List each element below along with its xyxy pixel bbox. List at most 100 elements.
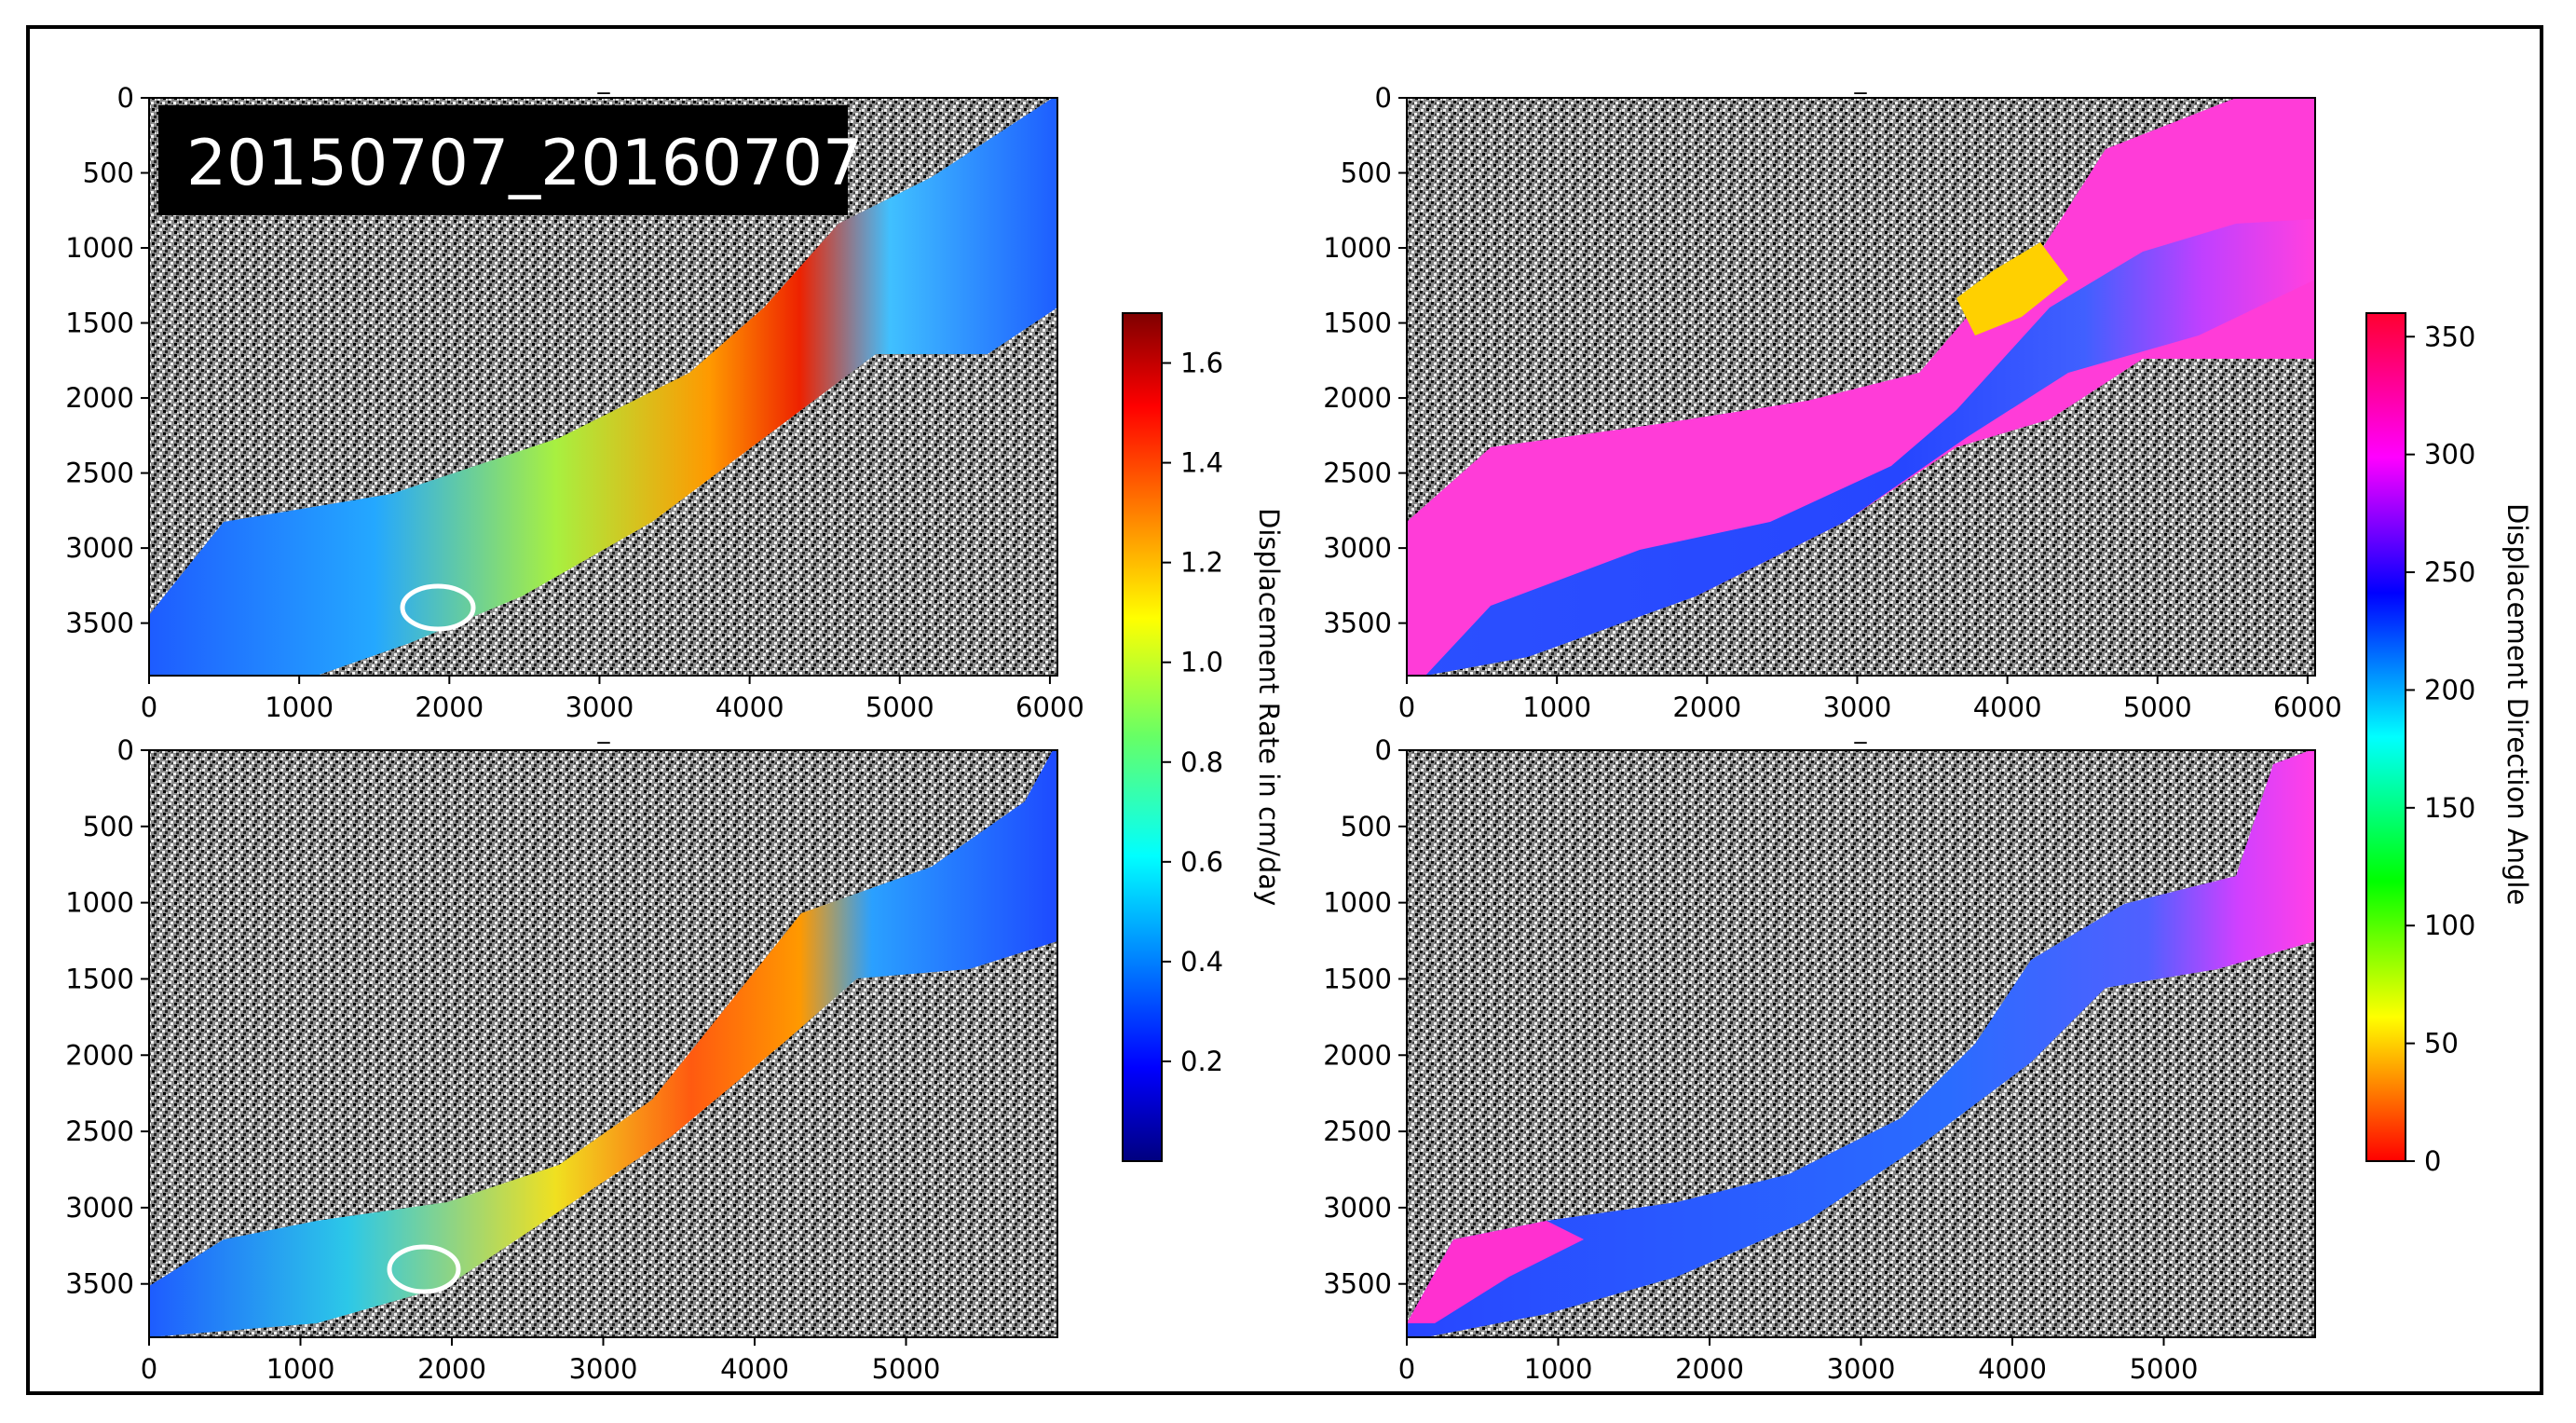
x-tick-label: 3000	[566, 691, 634, 723]
y-tick-label: 2500	[1323, 1115, 1392, 1147]
date-label-text: 20150707_20160707	[186, 127, 863, 200]
colorbar-tick-label: 100	[2424, 910, 2475, 941]
y-tick-label: 500	[83, 811, 134, 842]
x-tick-label: 3000	[1827, 1353, 1896, 1385]
y-tick-label: 1000	[1323, 887, 1392, 919]
colorbar-tick-label: 200	[2424, 674, 2475, 705]
y-tick-label: 3000	[65, 532, 134, 564]
colorbar-tick-label: 1.4	[1180, 447, 1223, 479]
y-tick-label: 0	[117, 82, 134, 114]
rate-top-x-ticks: 0 1000 2000 3000 4000 5000 6000	[141, 676, 1084, 723]
direction-top-core-field	[1425, 219, 2315, 676]
direction-top-outer-field	[1407, 98, 2315, 676]
direction-bottom-edge-patch	[1407, 1221, 1584, 1323]
y-tick-label: 2000	[1323, 382, 1392, 414]
direction-colorbar-ticks: 0 50 100 150 200 250 300 350	[2406, 321, 2475, 1177]
x-tick-label: 4000	[1978, 1353, 2047, 1385]
y-tick-label: 2000	[65, 382, 134, 414]
rate-top-title: _	[597, 67, 611, 95]
y-tick-label: 3000	[65, 1192, 134, 1224]
x-tick-label: 0	[1398, 1353, 1415, 1385]
colorbar-tick-label: 0	[2424, 1145, 2441, 1177]
direction-top-y-ticks: 0 500 1000 1500 2000 2500 3000 3500	[1323, 82, 1407, 639]
colorbar-tick-label: 150	[2424, 792, 2475, 824]
y-tick-label: 500	[1341, 157, 1392, 189]
x-tick-label: 4000	[716, 691, 784, 723]
x-tick-label: 2000	[417, 1353, 486, 1385]
y-tick-label: 2500	[1323, 458, 1392, 489]
figure-frame	[26, 25, 2543, 1395]
y-tick-label: 1000	[65, 887, 134, 919]
rate-top-displacement-field	[149, 98, 1057, 676]
y-tick-label: 2500	[65, 458, 134, 489]
colorbar-tick-label: 1.0	[1180, 647, 1223, 678]
x-tick-label: 5000	[872, 1353, 941, 1385]
y-tick-label: 3000	[1323, 1192, 1392, 1224]
x-tick-label: 1000	[1522, 691, 1591, 723]
y-tick-label: 3500	[1323, 1268, 1392, 1300]
colorbar-tick-label: 1.6	[1180, 348, 1223, 379]
colorbar-tick-label: 250	[2424, 556, 2475, 588]
rate-bottom-displacement-field	[149, 750, 1057, 1337]
y-tick-label: 3000	[1323, 532, 1392, 564]
direction-bottom-x-ticks: 0 1000 2000 3000 4000 5000	[1398, 1337, 2199, 1385]
direction-top-axes-frame	[1406, 97, 2316, 677]
y-tick-label: 3500	[1323, 608, 1392, 639]
x-tick-label: 6000	[1015, 691, 1084, 723]
y-tick-label: 0	[117, 734, 134, 766]
x-tick-label: 1000	[266, 1353, 335, 1385]
colorbar-tick-label: 0.4	[1180, 946, 1223, 978]
colorbar-tick-label: 1.2	[1180, 547, 1223, 579]
x-tick-label: 2000	[1675, 1353, 1744, 1385]
x-tick-label: 0	[141, 1353, 157, 1385]
rate-bottom-y-ticks: 0 500 1000 1500 2000 2500 3000 3500	[65, 734, 149, 1300]
rate-colorbar-gradient	[1122, 312, 1163, 1162]
rate-bottom-annotation-ellipse	[387, 1244, 461, 1294]
x-tick-label: 6000	[2273, 691, 2342, 723]
y-tick-label: 1500	[1323, 963, 1392, 994]
rate-top-y-ticks: 0 500 1000 1500 2000 2500 3000 3500	[65, 82, 149, 639]
y-tick-label: 500	[1341, 811, 1392, 842]
x-tick-label: 2000	[415, 691, 484, 723]
y-tick-label: 500	[83, 157, 134, 189]
colorbar-tick-label: 300	[2424, 439, 2475, 471]
direction-colorbar: 0 50 100 150 200 250 300 350 Displacement Direc…	[2365, 312, 2533, 1177]
rate-top-annotation-ellipse	[400, 583, 476, 632]
x-tick-label: 4000	[720, 1353, 789, 1385]
direction-top-x-ticks: 0 1000 2000 3000 4000 5000 6000	[1398, 676, 2342, 723]
y-tick-label: 3500	[65, 608, 134, 639]
x-tick-label: 0	[1398, 691, 1415, 723]
y-tick-label: 1000	[65, 232, 134, 264]
colorbar-tick-label: 350	[2424, 321, 2475, 352]
direction-top-anomaly-patch	[1956, 242, 2068, 335]
y-tick-label: 0	[1375, 734, 1392, 766]
x-tick-label: 3000	[569, 1353, 638, 1385]
y-tick-label: 2000	[65, 1039, 134, 1071]
y-tick-label: 1500	[1323, 308, 1392, 339]
x-tick-label: 4000	[1973, 691, 2042, 723]
rate-top-panel: _ 20150707_20160707 0 1000 2000 3000 4000 500…	[65, 67, 1084, 723]
x-tick-label: 0	[141, 691, 157, 723]
y-tick-label: 0	[1375, 82, 1392, 114]
direction-colorbar-gradient	[2365, 312, 2406, 1162]
colorbar-tick-label: 0.6	[1180, 846, 1223, 878]
rate-bottom-x-ticks: 0 1000 2000 3000 4000 5000	[141, 1337, 941, 1385]
y-tick-label: 2000	[1323, 1039, 1392, 1071]
direction-top-title: _	[1854, 67, 1868, 95]
x-tick-label: 5000	[2130, 1353, 2199, 1385]
direction-bottom-title: _	[1854, 717, 1868, 745]
colorbar-tick-label: 0.8	[1180, 746, 1223, 778]
x-tick-label: 2000	[1672, 691, 1741, 723]
x-tick-label: 5000	[2123, 691, 2192, 723]
x-tick-label: 1000	[1524, 1353, 1593, 1385]
x-tick-label: 5000	[865, 691, 934, 723]
rate-top-axes-frame	[148, 97, 1058, 677]
rate-colorbar-label: Displacement Rate in cm/day	[1253, 508, 1285, 906]
direction-bottom-panel: _ 0 1000 2000 3000 4000 5000 0 500 1000 1500 2000…	[1323, 717, 2316, 1385]
y-tick-label: 3500	[65, 1268, 134, 1300]
direction-bottom-y-ticks: 0 500 1000 1500 2000 2500 3000 3500	[1323, 734, 1407, 1300]
direction-top-panel: _ 0 1000 2000 3000 4000 5000 6000 0 500 1000 1500…	[1323, 67, 2342, 723]
y-tick-label: 1500	[65, 963, 134, 994]
colorbar-tick-label: 50	[2424, 1028, 2459, 1060]
